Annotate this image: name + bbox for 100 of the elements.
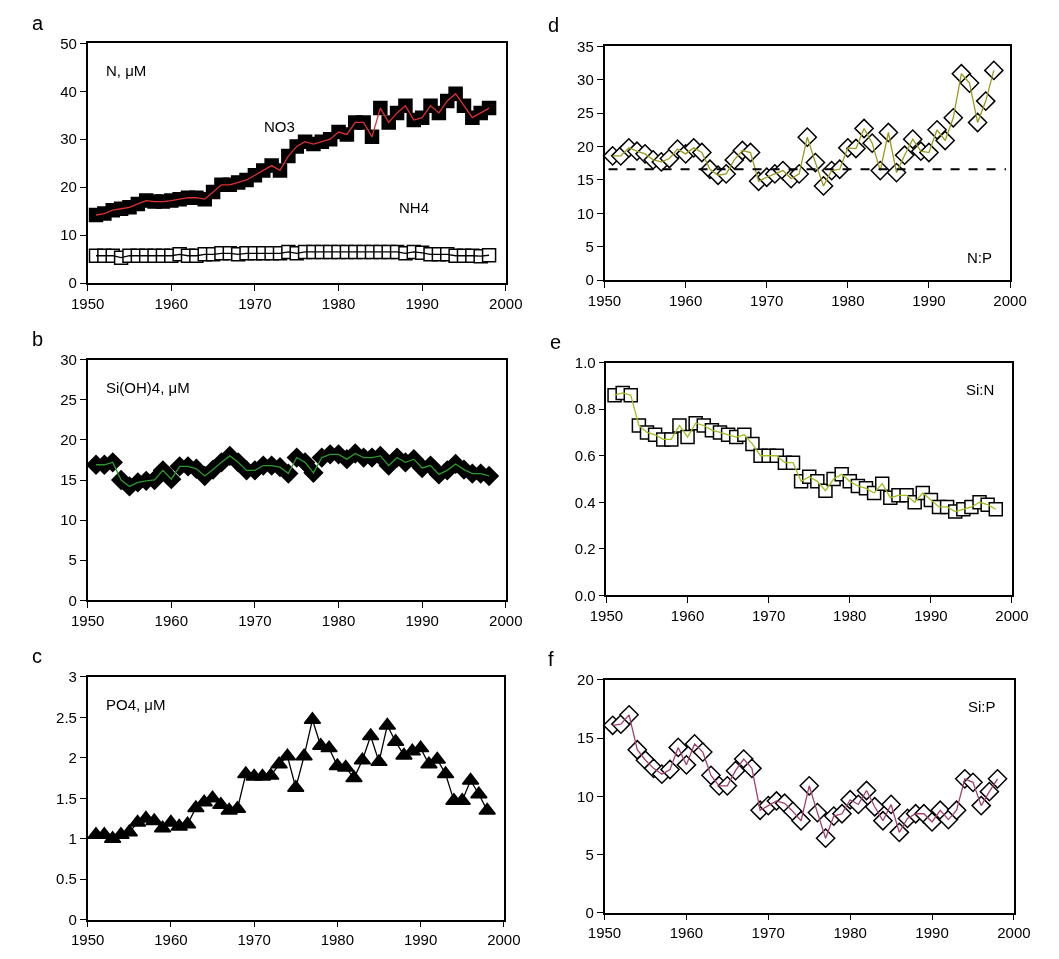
y-tick-label: 15 <box>577 729 594 747</box>
x-tick-label: 2000 <box>489 612 523 630</box>
y-tick-label: 10 <box>577 204 594 222</box>
x-tick-label: 1950 <box>589 607 624 625</box>
y-tick-label: 50 <box>60 34 77 52</box>
y-tick-label: 0.8 <box>574 400 596 418</box>
y-tick-label: 0.6 <box>574 446 596 464</box>
y-tick-label: 0 <box>68 274 77 292</box>
chart-title: b <box>32 328 44 350</box>
annotation: PO4, μM <box>106 696 166 713</box>
x-tick-label: 1990 <box>405 612 439 630</box>
x-tick-label: 1990 <box>914 607 948 625</box>
point <box>878 122 899 143</box>
chart-title: c <box>32 645 42 667</box>
chart-title: f <box>548 648 554 670</box>
y-tick-label: 0.5 <box>56 870 77 888</box>
x-tick-label: 1980 <box>831 291 865 309</box>
x-tick-label: 1970 <box>750 291 784 309</box>
x-tick-label: 1980 <box>833 607 867 625</box>
point <box>988 502 1004 517</box>
x-tick-label: 1960 <box>669 924 704 942</box>
y-tick-label: 25 <box>577 104 594 122</box>
y-tick-label: 40 <box>60 82 77 100</box>
x-tick-label: 1960 <box>668 291 703 309</box>
y-tick-label: 30 <box>60 350 77 368</box>
y-tick-label: 20 <box>60 178 77 196</box>
x-tick-label: 2000 <box>993 291 1027 309</box>
point <box>856 780 877 801</box>
annotation: Si:N <box>966 381 995 398</box>
annotation: Si(OH)4, μM <box>106 379 190 396</box>
point <box>785 455 801 470</box>
point <box>946 800 967 821</box>
x-tick-label: 1990 <box>912 291 946 309</box>
x-tick-label: 1950 <box>587 291 622 309</box>
x-tick-label: 1960 <box>154 294 188 312</box>
x-tick-label: 1980 <box>321 612 356 630</box>
y-tick-label: 10 <box>60 511 77 529</box>
series-label: NO3 <box>264 118 295 135</box>
y-tick-label: 1.0 <box>574 353 596 371</box>
x-tick-label: 1950 <box>70 612 105 630</box>
x-tick-label: 1990 <box>403 931 438 949</box>
y-tick-label: 20 <box>60 431 77 449</box>
y-tick-label: 2.5 <box>56 708 77 726</box>
x-tick-label: 1960 <box>154 612 188 630</box>
y-tick-label: 0.4 <box>574 493 596 511</box>
x-tick-label: 2000 <box>995 607 1029 625</box>
chart-title: a <box>32 12 44 34</box>
x-tick-label: 1950 <box>587 924 622 942</box>
x-tick-label: 1990 <box>405 294 439 312</box>
x-tick-label: 1990 <box>915 924 949 942</box>
annotation: N:P <box>967 249 993 266</box>
point <box>967 112 988 133</box>
point <box>902 129 923 150</box>
x-tick-label: 1970 <box>238 294 272 312</box>
y-tick-label: 5 <box>585 237 594 255</box>
annotation: N, μM <box>106 62 147 79</box>
y-tick-label: 0 <box>585 271 594 289</box>
x-tick-label: 1970 <box>237 931 271 949</box>
y-tick-label: 2 <box>68 749 77 767</box>
y-tick-label: 3 <box>68 668 77 686</box>
x-tick-label: 1970 <box>751 924 785 942</box>
x-tick-label: 1980 <box>321 294 356 312</box>
point <box>481 248 497 263</box>
x-tick-label: 1980 <box>320 931 355 949</box>
point <box>979 781 1000 802</box>
y-tick-label: 0.2 <box>574 540 596 558</box>
x-tick-label: 1980 <box>833 924 867 942</box>
x-tick-label: 1960 <box>670 607 705 625</box>
x-tick-label: 1970 <box>238 612 272 630</box>
x-tick-label: 2000 <box>997 924 1031 942</box>
y-tick-label: 5 <box>68 551 77 569</box>
y-tick-label: 1.5 <box>56 789 77 807</box>
series-label: NH4 <box>399 199 430 216</box>
y-tick-label: 0 <box>68 591 77 609</box>
chart-title: d <box>548 14 560 36</box>
x-tick-label: 1950 <box>70 931 105 949</box>
y-tick-label: 0 <box>585 903 594 921</box>
y-tick-label: 0.0 <box>574 586 596 604</box>
y-tick-label: 1 <box>68 829 77 847</box>
y-tick-label: 20 <box>577 137 594 155</box>
y-tick-label: 30 <box>577 70 594 88</box>
x-tick-label: 1970 <box>751 607 786 625</box>
y-tick-label: 20 <box>577 671 594 689</box>
y-tick-label: 10 <box>577 787 594 805</box>
point <box>799 775 820 796</box>
y-tick-label: 10 <box>60 226 77 244</box>
x-tick-label: 2000 <box>489 294 523 312</box>
annotation: Si:P <box>968 698 996 715</box>
y-tick-label: 30 <box>60 130 77 148</box>
point <box>983 60 1004 81</box>
y-tick-label: 15 <box>577 171 594 189</box>
y-tick-label: 5 <box>585 845 594 863</box>
y-tick-label: 35 <box>577 37 594 55</box>
chart-title: e <box>550 331 562 353</box>
x-tick-label: 1960 <box>154 931 188 949</box>
y-tick-label: 25 <box>60 391 77 409</box>
y-tick-label: 0 <box>68 910 77 928</box>
y-tick-label: 15 <box>60 471 77 489</box>
x-tick-label: 2000 <box>487 931 521 949</box>
point <box>161 469 182 490</box>
